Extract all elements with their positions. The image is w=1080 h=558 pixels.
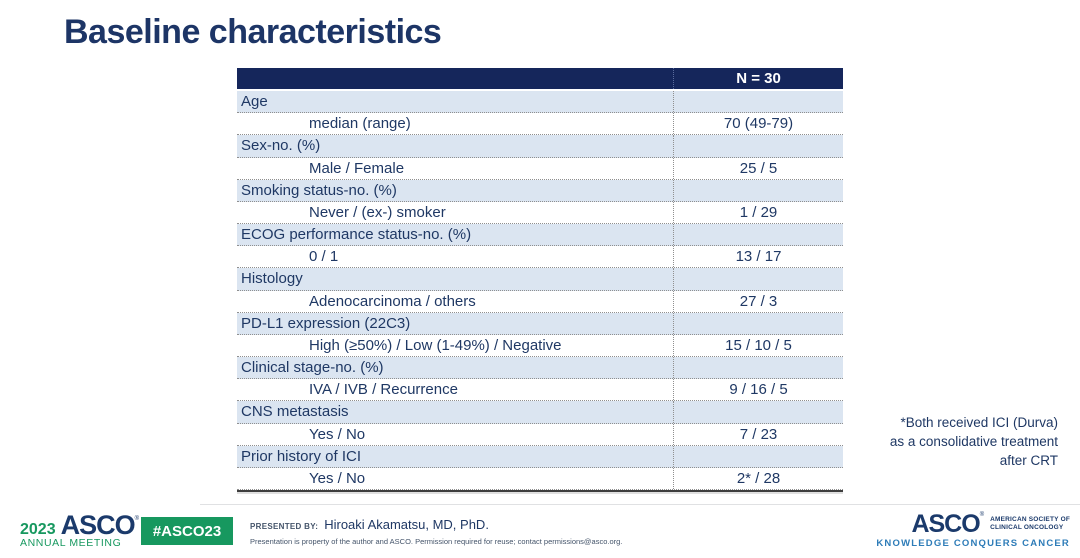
- row-value: 7 / 23: [673, 423, 843, 445]
- table-row: Prior history of ICI: [237, 445, 843, 468]
- footer-divider: [200, 504, 1080, 505]
- row-value: [673, 135, 843, 157]
- row-value: [673, 268, 843, 290]
- table-header-row: N = 30: [237, 68, 843, 91]
- row-value: 27 / 3: [673, 290, 843, 312]
- registered-mark-icon: ®: [979, 512, 985, 518]
- row-label: IVA / IVB / Recurrence: [309, 381, 458, 399]
- table-row: Sex-no. (%): [237, 135, 843, 158]
- presented-by-label: PRESENTED BY:: [250, 522, 319, 531]
- row-label: Smoking status-no. (%): [241, 181, 397, 199]
- row-label: Clinical stage-no. (%): [241, 359, 384, 377]
- table-row: Histology: [237, 268, 843, 291]
- table-row: PD-L1 expression (22C3): [237, 312, 843, 335]
- presented-by-line: PRESENTED BY: Hiroaki Akamatsu, MD, PhD.: [250, 517, 622, 532]
- row-label: Sex-no. (%): [241, 137, 321, 155]
- table-row: CNS metastasis: [237, 401, 843, 424]
- row-label: Male / Female: [309, 159, 405, 177]
- meeting-logo-top: 2023 ASCO ®: [20, 512, 139, 539]
- presenter-name: Hiroaki Akamatsu, MD, PhD.: [324, 517, 489, 532]
- row-value: 2* / 28: [673, 467, 843, 490]
- row-value: 9 / 16 / 5: [673, 379, 843, 401]
- row-label: ECOG performance status-no. (%): [241, 226, 472, 244]
- table-header-n-value: N = 30: [673, 68, 843, 89]
- table-row: ECOG performance status-no. (%): [237, 224, 843, 247]
- presenter-block: PRESENTED BY: Hiroaki Akamatsu, MD, PhD.…: [250, 517, 622, 546]
- table-row: Yes / No 7 / 23: [237, 423, 843, 446]
- row-label: 0 / 1: [309, 248, 339, 266]
- row-label: High (≥50%) / Low (1-49%) / Negative: [309, 336, 562, 354]
- hashtag-badge: #ASCO23: [141, 517, 233, 545]
- society-name-line2: CLINICAL ONCOLOGY: [990, 524, 1064, 531]
- row-label: Prior history of ICI: [241, 447, 362, 465]
- row-label: CNS metastasis: [241, 403, 349, 421]
- table-header-label-cell: [237, 68, 673, 89]
- row-value: 15 / 10 / 5: [673, 334, 843, 357]
- row-label: Histology: [241, 270, 303, 288]
- row-value: [673, 91, 843, 113]
- table-row: Yes / No 2* / 28: [237, 467, 843, 491]
- table-row: Age: [237, 91, 843, 114]
- society-logo-top: ASCO ® AMERICAN SOCIETY OF CLINICAL ONCO…: [876, 510, 1070, 538]
- row-value: [673, 445, 843, 467]
- row-value: 13 / 17: [673, 246, 843, 268]
- row-value: [673, 357, 843, 379]
- table-row: Smoking status-no. (%): [237, 179, 843, 202]
- table-row: Clinical stage-no. (%): [237, 357, 843, 380]
- table-row: Adenocarcinoma / others 27 / 3: [237, 290, 843, 313]
- table-row: IVA / IVB / Recurrence 9 / 16 / 5: [237, 379, 843, 402]
- society-name: AMERICAN SOCIETY OF CLINICAL ONCOLOGY: [990, 516, 1070, 532]
- meeting-subtitle: ANNUAL MEETING: [20, 537, 122, 549]
- row-label: PD-L1 expression (22C3): [241, 314, 411, 332]
- society-name-line1: AMERICAN SOCIETY OF: [990, 516, 1070, 523]
- row-value: [673, 401, 843, 423]
- row-value: 70 (49-79): [673, 113, 843, 135]
- table-row: 0 / 1 13 / 17: [237, 246, 843, 269]
- row-label: Yes / No: [309, 470, 366, 487]
- row-value: [673, 224, 843, 246]
- table-row: median (range) 70 (49-79): [237, 113, 843, 136]
- row-label: Never / (ex-) smoker: [309, 203, 446, 221]
- table-row: Never / (ex-) smoker 1 / 29: [237, 201, 843, 225]
- row-label: Age: [241, 93, 268, 111]
- society-asco-wordmark: ASCO: [911, 510, 980, 538]
- row-value: [673, 179, 843, 201]
- meeting-asco-wordmark: ASCO: [60, 510, 136, 540]
- table-row: High (≥50%) / Low (1-49%) / Negative 15 /…: [237, 334, 843, 358]
- page-title: Baseline characteristics: [64, 13, 442, 51]
- row-label: Adenocarcinoma / others: [309, 292, 476, 310]
- row-value: [673, 312, 843, 334]
- asco-society-logo: ASCO ® AMERICAN SOCIETY OF CLINICAL ONCO…: [876, 510, 1070, 550]
- footnote-annotation: *Both received ICI (Durva) as a consolid…: [889, 415, 1058, 468]
- table-rows: Age median (range) 70 (49-79) Sex-no. (%) Ma…: [237, 91, 843, 491]
- society-tagline: KNOWLEDGE CONQUERS CANCER: [876, 538, 1070, 549]
- row-value: 25 / 5: [673, 157, 843, 179]
- row-label: Yes / No: [309, 425, 366, 443]
- registered-mark-icon: ®: [134, 516, 140, 522]
- table-row: Male / Female 25 / 5: [237, 157, 843, 180]
- baseline-characteristics-table: N = 30 Age median (range) 70 (49-79) Sex-no…: [237, 68, 843, 492]
- permission-notice: Presentation is property of the author a…: [250, 537, 623, 546]
- row-label: median (range): [309, 115, 411, 133]
- row-value: 1 / 29: [673, 201, 843, 224]
- meeting-year: 2023: [20, 521, 56, 538]
- asco-annual-meeting-logo: 2023 ASCO ® ANNUAL MEETING: [20, 512, 139, 550]
